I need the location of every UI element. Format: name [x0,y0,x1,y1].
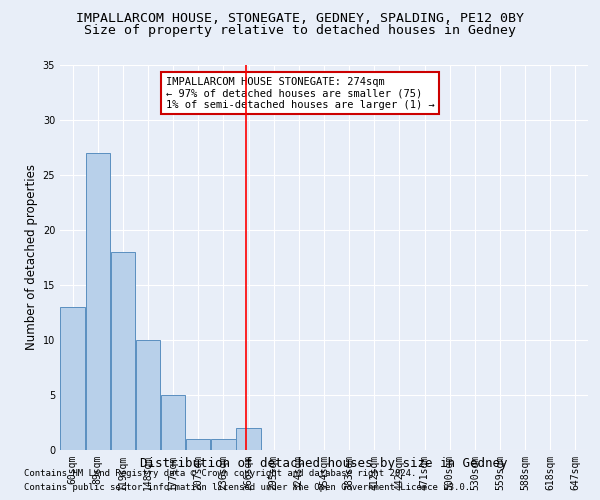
Text: Contains HM Land Registry data © Crown copyright and database right 2024.: Contains HM Land Registry data © Crown c… [24,468,416,477]
Bar [136,340,160,450]
Text: IMPALLARCOM HOUSE STONEGATE: 274sqm
← 97% of detached houses are smaller (75)
1%: IMPALLARCOM HOUSE STONEGATE: 274sqm ← 97… [166,76,434,110]
Text: IMPALLARCOM HOUSE, STONEGATE, GEDNEY, SPALDING, PE12 0BY: IMPALLARCOM HOUSE, STONEGATE, GEDNEY, SP… [76,12,524,26]
Bar [161,395,185,450]
Bar [111,252,135,450]
Bar [86,153,110,450]
Bar [186,439,211,450]
Text: Contains public sector information licensed under the Open Government Licence v3: Contains public sector information licen… [24,484,470,492]
Text: Size of property relative to detached houses in Gedney: Size of property relative to detached ho… [84,24,516,37]
Bar [61,307,85,450]
Y-axis label: Number of detached properties: Number of detached properties [25,164,38,350]
Bar [211,439,236,450]
Text: Distribution of detached houses by size in Gedney: Distribution of detached houses by size … [140,458,508,470]
Bar [236,428,261,450]
